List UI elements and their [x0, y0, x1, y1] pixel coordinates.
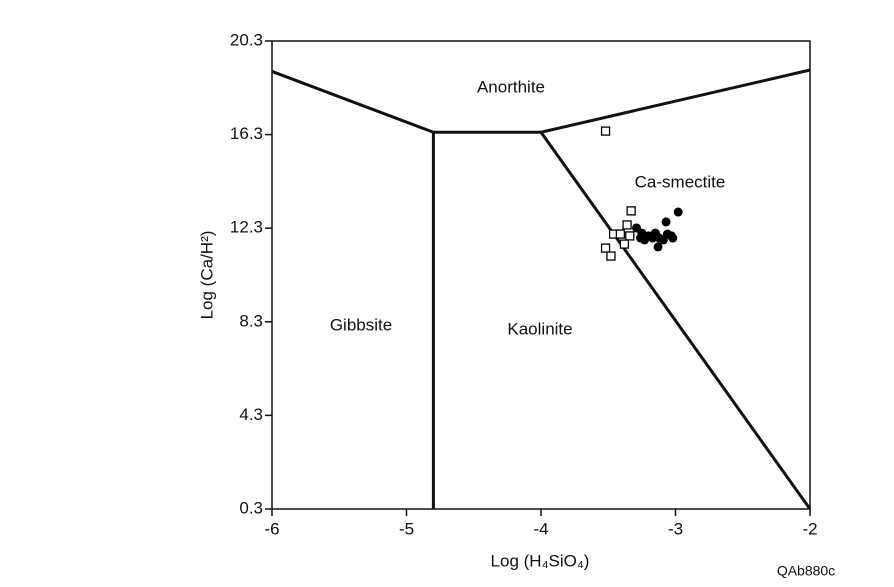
filled-circle-point	[668, 233, 678, 243]
y-tick-label: 16.3	[230, 124, 263, 143]
open-square-point	[600, 243, 611, 253]
x-tick-label: -5	[399, 519, 414, 538]
phase-boundary	[539, 131, 812, 510]
figure-id: QAb880c	[777, 563, 835, 579]
filled-circle-point	[640, 235, 650, 245]
open-square-point	[622, 220, 632, 230]
x-tick-label: -2	[802, 519, 817, 538]
x-tick-label: -6	[264, 519, 279, 538]
open-square-point	[625, 231, 635, 241]
x-tick-label: -3	[668, 519, 683, 538]
filled-circle-point	[673, 207, 683, 217]
open-square-point	[600, 126, 611, 136]
x-axis-label: Log (H₄SiO₄)	[491, 551, 590, 570]
region-label: Anorthite	[477, 77, 545, 96]
filled-circle-point	[648, 233, 658, 243]
y-tick-label: 4.3	[239, 405, 263, 424]
open-square-point	[615, 229, 626, 239]
y-axis-label: Log (Ca/H²)	[197, 231, 216, 320]
open-square-point	[606, 251, 616, 261]
plot-frame	[271, 40, 811, 510]
open-square-point	[626, 206, 636, 216]
filled-circle-point	[653, 242, 663, 252]
y-tick-label: 12.3	[230, 218, 263, 237]
open-square-point	[619, 239, 630, 249]
region-label: Kaolinite	[507, 319, 572, 338]
y-tick-label: 0.3	[239, 498, 263, 517]
phase-boundary	[271, 68, 811, 134]
region-label: Ca-smectite	[635, 172, 726, 191]
x-tick-label: -4	[533, 519, 548, 538]
y-tick-label: 20.3	[230, 30, 263, 49]
filled-circle-point	[658, 235, 668, 245]
y-tick-label: 8.3	[239, 311, 263, 330]
region-label: Gibbsite	[330, 315, 392, 334]
filled-circle-point	[661, 217, 671, 227]
